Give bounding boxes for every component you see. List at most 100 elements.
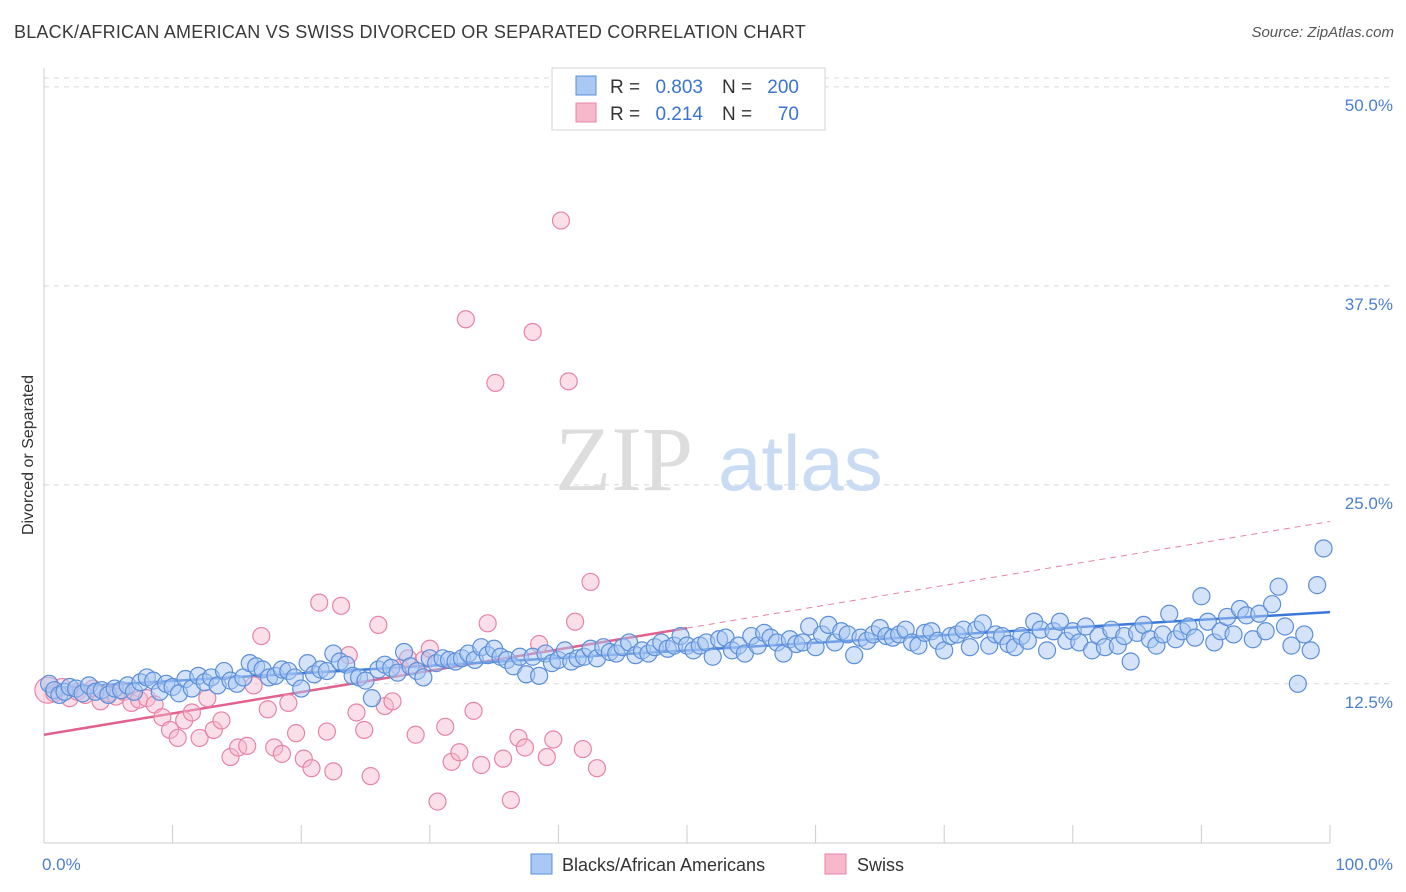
series-legend-swatch-blue [530, 853, 553, 875]
black-point-185 [1224, 625, 1243, 644]
y-axis-label: Divorced or Separated [20, 375, 37, 535]
black-point-190 [1256, 622, 1275, 641]
black-point-104 [703, 647, 722, 666]
source-attribution: Source: ZipAtlas.com [1251, 24, 1394, 41]
swiss-point-53 [436, 717, 455, 736]
legend-r-value-blue: 0.803 [655, 77, 703, 98]
black-point-199 [1314, 539, 1333, 558]
black-point-194 [1282, 636, 1301, 655]
swiss-point-59 [478, 614, 497, 633]
black-point-195 [1288, 674, 1307, 693]
swiss-point-31 [272, 744, 292, 763]
swiss-point-26 [238, 736, 257, 755]
swiss-point-33 [286, 724, 306, 743]
series-legend-label-pink: Swiss [857, 855, 904, 875]
swiss-point-39 [331, 596, 351, 615]
black-point-189 [1250, 604, 1269, 623]
black-point-59 [414, 668, 433, 687]
black-point-153 [1018, 631, 1037, 650]
grid-lines [44, 77, 1393, 685]
swiss-point-34 [294, 749, 313, 768]
swiss-point-58 [472, 755, 491, 775]
series-legend-swatch-pink [824, 853, 847, 875]
watermark-atlas: atlas [718, 419, 883, 507]
y-tick-labels: 12.5% 25.0% 37.5% 50.0% [1345, 96, 1393, 712]
swiss-point-54 [442, 752, 461, 771]
axes [43, 68, 1331, 844]
swiss-point-70 [559, 372, 578, 391]
swiss-point-35 [302, 759, 321, 778]
swiss-point-32 [279, 693, 298, 713]
black-point-191 [1263, 595, 1282, 614]
swiss-point-19 [182, 703, 201, 722]
black-point-198 [1308, 576, 1327, 595]
swiss-point-73 [581, 572, 600, 592]
black-point-192 [1269, 577, 1288, 596]
swiss-point-44 [369, 615, 388, 635]
watermark: ZIP atlas [555, 408, 883, 510]
series-legend: Blacks/African Americans Swiss [530, 853, 904, 875]
swiss-point-17 [168, 728, 187, 748]
black-points [40, 539, 1333, 708]
swiss-point-22 [204, 720, 223, 740]
legend-r-label-pink: R = [610, 104, 640, 125]
black-point-193 [1275, 617, 1295, 636]
swiss-point-65 [523, 322, 542, 342]
black-point-144 [960, 638, 980, 657]
swiss-point-68 [544, 730, 563, 749]
legend-swatch-pink [575, 102, 597, 123]
chart-title: BLACK/AFRICAN AMERICAN VS SWISS DIVORCED… [14, 22, 806, 42]
swiss-point-74 [587, 759, 607, 778]
legend-n-label-pink: N = [722, 104, 752, 125]
swiss-point-23 [212, 711, 231, 730]
black-point-169 [1121, 652, 1140, 671]
swiss-point-37 [317, 722, 337, 741]
y-tick-label-0: 12.5% [1345, 693, 1393, 712]
x-tick-min: 0.0% [42, 855, 81, 874]
swiss-point-61 [494, 749, 513, 768]
legend-n-label-blue: N = [722, 77, 752, 98]
black-point-44 [317, 661, 337, 681]
swiss-point-29 [258, 700, 277, 719]
swiss-point-55 [450, 743, 469, 762]
swiss-point-64 [515, 738, 535, 757]
swiss-point-38 [324, 762, 343, 781]
swiss-point-67 [537, 747, 556, 767]
black-point-40 [292, 679, 311, 698]
black-point-77 [530, 666, 549, 685]
swiss-point-28 [252, 626, 271, 646]
swiss-point-62 [501, 790, 520, 810]
black-point-175 [1160, 604, 1179, 623]
stats-legend: R = 0.803 N = 200 R = 0.214 N = 70 [551, 67, 826, 131]
watermark-zip: ZIP [555, 408, 693, 510]
x-tick-max: 100.0% [1335, 855, 1393, 874]
black-point-197 [1301, 641, 1320, 660]
legend-r-value-pink: 0.214 [655, 104, 703, 125]
black-point-126 [845, 646, 864, 665]
black-point-50 [356, 671, 375, 690]
swiss-point-52 [428, 792, 447, 811]
black-point-51 [362, 689, 382, 708]
swiss-point-69 [551, 211, 571, 230]
legend-n-value-pink: 70 [778, 104, 799, 125]
swiss-point-46 [383, 692, 402, 711]
y-tick-label-2: 37.5% [1345, 295, 1393, 314]
swiss-point-72 [573, 739, 592, 759]
black-point-196 [1295, 625, 1314, 644]
swiss-point-57 [464, 701, 483, 720]
black-point-146 [973, 614, 992, 633]
swiss-point-20 [190, 728, 209, 748]
swiss-point-24 [221, 747, 240, 767]
swiss-point-49 [406, 725, 425, 744]
swiss-point-41 [347, 703, 366, 722]
swiss-trend-extension [686, 520, 1331, 629]
black-point-181 [1198, 612, 1217, 631]
swiss-point-42 [355, 720, 374, 740]
swiss-point-25 [229, 738, 248, 757]
y-tick-label-3: 50.0% [1345, 96, 1393, 115]
swiss-point-63 [509, 728, 528, 748]
swiss-point-36 [310, 593, 329, 612]
swiss-point-71 [566, 612, 585, 631]
swiss-points [34, 211, 607, 811]
swiss-point-60 [486, 373, 505, 393]
